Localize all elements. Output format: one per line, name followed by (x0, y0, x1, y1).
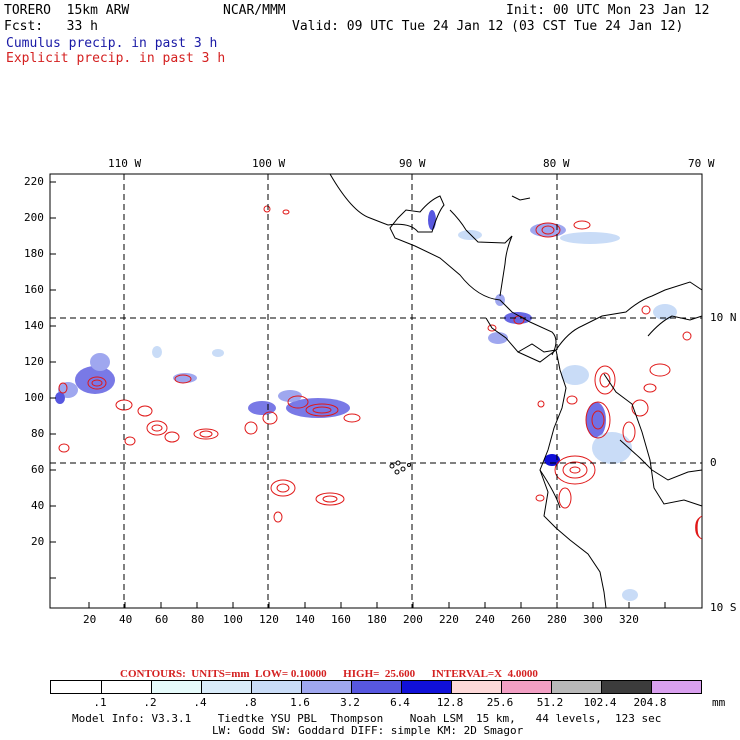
y-tick-label: 20 (31, 535, 45, 548)
colorbar-cell (501, 681, 551, 693)
colorbar-cell (151, 681, 201, 693)
lon-label: 110 W (108, 157, 142, 170)
colorbar-label: 25.6 (486, 696, 514, 709)
org-name: NCAR/MMM (223, 3, 286, 18)
lon-label: 100 W (252, 157, 286, 170)
lon-label: 80 W (543, 157, 570, 170)
high-marker: ( (694, 511, 703, 540)
x-tick-label: 80 (191, 613, 205, 626)
colorbar-cell (551, 681, 601, 693)
x-tick-label: 220 (439, 613, 459, 626)
coastlines (329, 173, 703, 609)
model-name: TORERO 15km ARW (4, 3, 130, 18)
colorbar-label: .4 (193, 696, 207, 709)
colorbar-cell (601, 681, 651, 693)
x-tick-label: 100 (223, 613, 243, 626)
colorbar-cell (201, 681, 251, 693)
colorbar-label: 12.8 (436, 696, 464, 709)
colorbar-cell (301, 681, 351, 693)
colorbar-cell (101, 681, 151, 693)
x-tick-label: 300 (583, 613, 603, 626)
colorbar-cell (51, 681, 101, 693)
init-time: Init: 00 UTC Mon 23 Jan 12 (506, 3, 710, 18)
x-tick-label: 320 (619, 613, 639, 626)
colorbar-label: 204.8 (633, 696, 667, 709)
y-tick-label: 80 (31, 427, 45, 440)
model-physics: LW: Godd SW: Goddard DIFF: simple KM: 2D… (212, 724, 524, 737)
y-tick-label: 100 (24, 391, 44, 404)
legend-cumulus: Cumulus precip. in past 3 h (6, 36, 218, 51)
x-tick-label: 20 (83, 613, 97, 626)
colorbar-cell (401, 681, 451, 693)
legend-explicit: Explicit precip. in past 3 h (6, 51, 226, 66)
colorbar-label: 6.4 (390, 696, 410, 709)
y-tick-label: 40 (31, 499, 45, 512)
colorbar-label: 1.6 (290, 696, 310, 709)
axis-ticks (50, 181, 666, 608)
x-tick-label: 120 (259, 613, 279, 626)
colorbar-label: 51.2 (536, 696, 564, 709)
contours-info: CONTOURS: UNITS=mm LOW= 0.10000 HIGH= 25… (120, 668, 538, 680)
colorbar-cell (251, 681, 301, 693)
x-tick-label: 160 (331, 613, 351, 626)
lat-label: 10 S (710, 601, 737, 614)
valid-time: Valid: 09 UTC Tue 24 Jan 12 (03 CST Tue … (292, 19, 684, 34)
y-tick-label: 180 (24, 247, 44, 260)
colorbar-label: .8 (243, 696, 257, 709)
y-tick-label: 220 (24, 175, 44, 188)
x-tick-label: 240 (475, 613, 495, 626)
model-info: Model Info: V3.3.1 Tiedtke YSU PBL Thomp… (72, 712, 662, 725)
y-tick-label: 60 (31, 463, 45, 476)
cumulus-precip-shading (55, 210, 677, 601)
colorbar-label: 3.2 (340, 696, 360, 709)
x-tick-label: 280 (547, 613, 567, 626)
forecast-hour: Fcst: 33 h (4, 19, 98, 34)
x-tick-label: 140 (295, 613, 315, 626)
lat-label: 10 N (710, 311, 737, 324)
colorbar (50, 680, 702, 694)
y-tick-label: 200 (24, 211, 44, 224)
colorbar-units: mm (712, 696, 726, 709)
colorbar-cell (651, 681, 701, 693)
colorbar-label: .1 (93, 696, 107, 709)
x-tick-label: 200 (403, 613, 423, 626)
colorbar-cell (351, 681, 401, 693)
lat-label: 0 (710, 456, 717, 469)
colorbar-label: 102.4 (583, 696, 617, 709)
lon-label: 90 W (399, 157, 426, 170)
map-frame (49, 173, 703, 609)
x-tick-label: 260 (511, 613, 531, 626)
y-tick-label: 120 (24, 355, 44, 368)
y-tick-label: 160 (24, 283, 44, 296)
colorbar-label: .2 (143, 696, 157, 709)
colorbar-cell (451, 681, 501, 693)
lon-label: 70 W (688, 157, 715, 170)
x-tick-label: 180 (367, 613, 387, 626)
x-tick-label: 40 (119, 613, 133, 626)
grid-lines (50, 174, 702, 608)
x-tick-label: 60 (155, 613, 169, 626)
y-tick-label: 140 (24, 319, 44, 332)
